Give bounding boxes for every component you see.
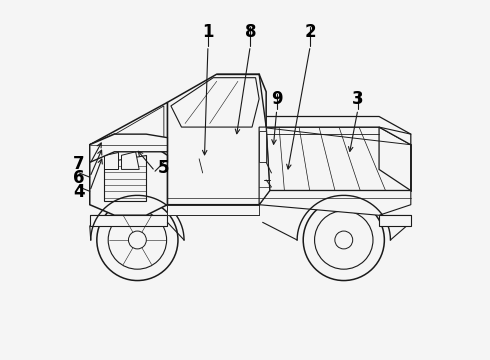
Text: 3: 3	[352, 90, 364, 108]
Text: 2: 2	[304, 23, 316, 41]
Polygon shape	[259, 117, 411, 145]
FancyBboxPatch shape	[126, 140, 136, 145]
FancyBboxPatch shape	[105, 140, 115, 145]
Circle shape	[196, 170, 209, 183]
Text: 5: 5	[158, 159, 170, 177]
Circle shape	[128, 231, 147, 249]
Polygon shape	[122, 152, 139, 170]
Circle shape	[267, 149, 276, 158]
Text: 1: 1	[202, 23, 214, 41]
Bar	[231, 138, 242, 145]
Polygon shape	[104, 155, 146, 201]
Polygon shape	[259, 127, 270, 205]
Circle shape	[268, 170, 275, 176]
Polygon shape	[259, 102, 411, 190]
Circle shape	[315, 211, 373, 269]
Polygon shape	[90, 215, 168, 226]
Bar	[106, 157, 116, 168]
Circle shape	[303, 199, 384, 280]
Circle shape	[335, 231, 353, 249]
Text: 4: 4	[74, 183, 85, 201]
Polygon shape	[168, 205, 259, 215]
Polygon shape	[90, 134, 168, 215]
Polygon shape	[171, 78, 259, 127]
Polygon shape	[259, 131, 266, 162]
Polygon shape	[90, 102, 168, 205]
Polygon shape	[259, 190, 411, 215]
Polygon shape	[104, 152, 118, 170]
Polygon shape	[379, 215, 411, 226]
Bar	[123, 157, 136, 168]
Text: 8: 8	[245, 23, 256, 41]
Circle shape	[97, 199, 178, 280]
FancyBboxPatch shape	[111, 140, 120, 145]
Circle shape	[108, 211, 167, 269]
FancyBboxPatch shape	[130, 141, 140, 147]
Text: 6: 6	[74, 169, 85, 187]
Polygon shape	[97, 106, 164, 198]
Polygon shape	[90, 134, 168, 162]
Text: 9: 9	[271, 90, 283, 108]
Polygon shape	[168, 74, 270, 205]
Polygon shape	[379, 127, 411, 190]
Text: 7: 7	[74, 155, 85, 173]
Circle shape	[268, 184, 275, 190]
Circle shape	[342, 153, 353, 164]
